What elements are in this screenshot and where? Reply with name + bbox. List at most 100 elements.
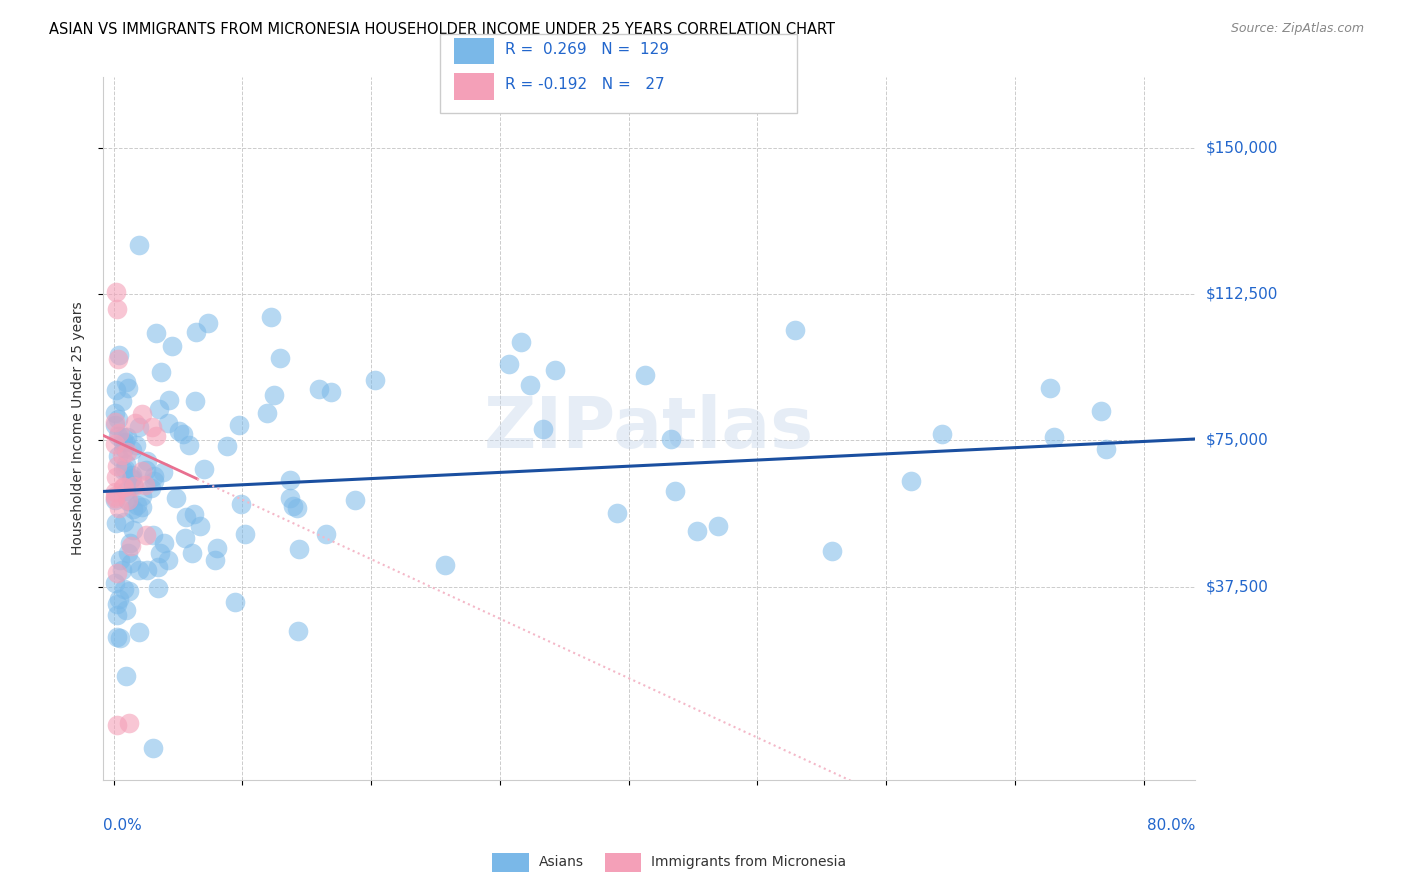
Point bbox=[128, 238, 150, 252]
Point bbox=[127, 506, 149, 520]
Point bbox=[115, 445, 138, 459]
Point bbox=[148, 402, 170, 417]
Point bbox=[707, 518, 730, 533]
Point bbox=[120, 539, 142, 553]
Point bbox=[281, 500, 304, 514]
Text: 80.0%: 80.0% bbox=[1147, 818, 1195, 833]
Point bbox=[108, 591, 131, 606]
Point bbox=[115, 430, 138, 444]
Point bbox=[204, 553, 226, 567]
Point bbox=[142, 740, 165, 755]
Point bbox=[157, 416, 180, 430]
Point bbox=[122, 478, 145, 492]
Point bbox=[125, 499, 148, 513]
Point bbox=[111, 563, 134, 577]
Point bbox=[131, 500, 153, 514]
Point bbox=[111, 449, 134, 463]
Point bbox=[1039, 381, 1062, 395]
Point bbox=[121, 443, 143, 458]
Point bbox=[145, 326, 167, 341]
Point bbox=[117, 382, 139, 396]
Point bbox=[135, 527, 157, 541]
Point bbox=[156, 553, 179, 567]
Point bbox=[174, 531, 197, 545]
Point bbox=[172, 426, 194, 441]
Point bbox=[128, 420, 150, 434]
Point bbox=[1094, 442, 1116, 457]
Point bbox=[148, 559, 170, 574]
Point bbox=[104, 491, 127, 506]
Point bbox=[120, 556, 142, 570]
Point bbox=[112, 463, 135, 477]
Point bbox=[104, 489, 127, 503]
Point bbox=[233, 527, 256, 541]
Point bbox=[105, 301, 128, 316]
Point bbox=[183, 393, 205, 408]
Text: ZIPatlas: ZIPatlas bbox=[484, 394, 814, 463]
Point bbox=[821, 544, 844, 558]
Point bbox=[107, 412, 129, 426]
Point bbox=[141, 420, 163, 434]
Point bbox=[152, 536, 174, 550]
Point bbox=[146, 581, 169, 595]
Point bbox=[205, 541, 228, 555]
Point bbox=[634, 368, 657, 382]
Point bbox=[104, 418, 127, 433]
Point bbox=[107, 348, 129, 362]
Point bbox=[900, 474, 922, 488]
Point bbox=[181, 546, 204, 560]
Point bbox=[661, 432, 683, 446]
Point bbox=[157, 393, 180, 408]
Point bbox=[111, 393, 134, 408]
Text: Asians: Asians bbox=[538, 855, 583, 869]
Point bbox=[104, 285, 127, 299]
Point bbox=[115, 484, 138, 499]
Point bbox=[112, 516, 135, 530]
Point bbox=[498, 357, 520, 371]
Point bbox=[122, 501, 145, 516]
Point bbox=[143, 474, 166, 488]
Point bbox=[184, 325, 207, 339]
Point bbox=[135, 454, 157, 468]
Point bbox=[149, 545, 172, 559]
Point bbox=[139, 481, 162, 495]
Point bbox=[107, 718, 129, 732]
Point bbox=[107, 449, 129, 463]
Point bbox=[228, 418, 250, 433]
Point bbox=[165, 491, 187, 505]
Point bbox=[135, 463, 157, 477]
Point bbox=[112, 430, 135, 444]
Point bbox=[122, 478, 145, 492]
Point bbox=[108, 500, 131, 515]
Point bbox=[315, 526, 337, 541]
Point bbox=[134, 477, 156, 491]
Point bbox=[105, 607, 128, 622]
Point bbox=[190, 519, 212, 533]
Point bbox=[107, 428, 129, 442]
Point bbox=[519, 377, 541, 392]
Point bbox=[183, 508, 205, 522]
Point bbox=[121, 523, 143, 537]
Point bbox=[104, 383, 127, 397]
Text: R =  0.269   N =  129: R = 0.269 N = 129 bbox=[505, 42, 669, 57]
Point bbox=[105, 566, 128, 580]
Point bbox=[124, 416, 146, 430]
Point bbox=[117, 492, 139, 507]
Point bbox=[114, 462, 136, 476]
Point bbox=[120, 535, 142, 549]
Point bbox=[434, 558, 457, 572]
Point bbox=[288, 541, 311, 556]
Y-axis label: Householder Income Under 25 years: Householder Income Under 25 years bbox=[72, 301, 86, 556]
Point bbox=[128, 563, 150, 577]
Point bbox=[364, 374, 387, 388]
Point bbox=[121, 468, 143, 483]
Point bbox=[107, 352, 129, 367]
Point bbox=[112, 435, 135, 450]
Point bbox=[1043, 429, 1066, 443]
Point bbox=[120, 472, 142, 486]
Point bbox=[117, 494, 139, 508]
Point bbox=[108, 425, 131, 440]
Point bbox=[150, 365, 173, 379]
Point bbox=[606, 506, 628, 520]
Point bbox=[114, 669, 136, 683]
